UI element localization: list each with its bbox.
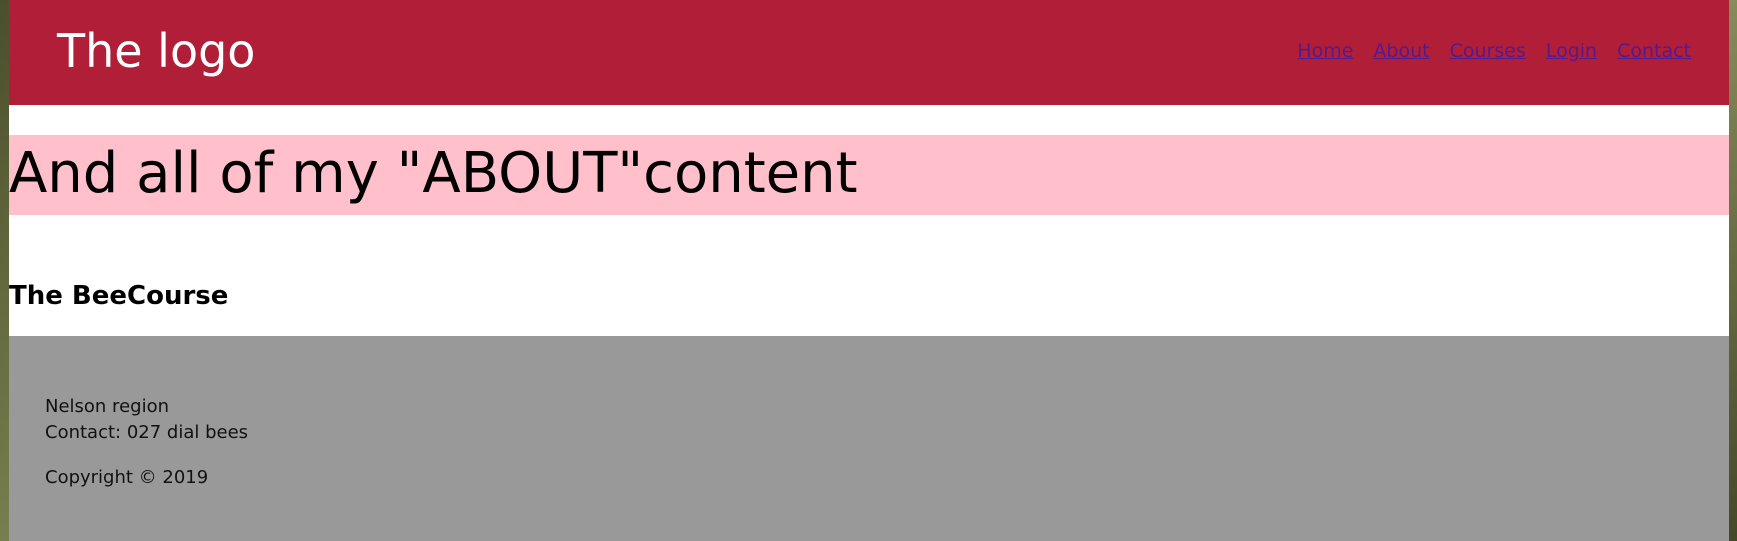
nav-link-contact[interactable]: Contact bbox=[1617, 40, 1691, 62]
nav-link-login[interactable]: Login bbox=[1545, 40, 1598, 62]
site-logo[interactable]: The logo bbox=[57, 24, 256, 78]
footer-copyright: Copyright © 2019 bbox=[45, 467, 209, 488]
footer-region: Nelson region bbox=[45, 396, 169, 417]
course-title: The BeeCourse bbox=[9, 281, 229, 311]
site-footer: Nelson region Contact: 027 dial bees Cop… bbox=[9, 336, 1729, 541]
nav-link-courses[interactable]: Courses bbox=[1449, 40, 1526, 62]
footer-contact: Contact: 027 dial bees bbox=[45, 422, 249, 443]
about-banner: And all of my "ABOUT"content bbox=[9, 135, 1729, 215]
main-nav: Home About Courses Login Contact bbox=[1297, 40, 1691, 62]
nav-link-about[interactable]: About bbox=[1373, 40, 1430, 62]
about-heading: And all of my "ABOUT"content bbox=[9, 141, 858, 206]
nav-link-home[interactable]: Home bbox=[1297, 40, 1354, 62]
page: The logo Home About Courses Login Contac… bbox=[9, 0, 1729, 541]
site-header: The logo Home About Courses Login Contac… bbox=[9, 0, 1729, 105]
